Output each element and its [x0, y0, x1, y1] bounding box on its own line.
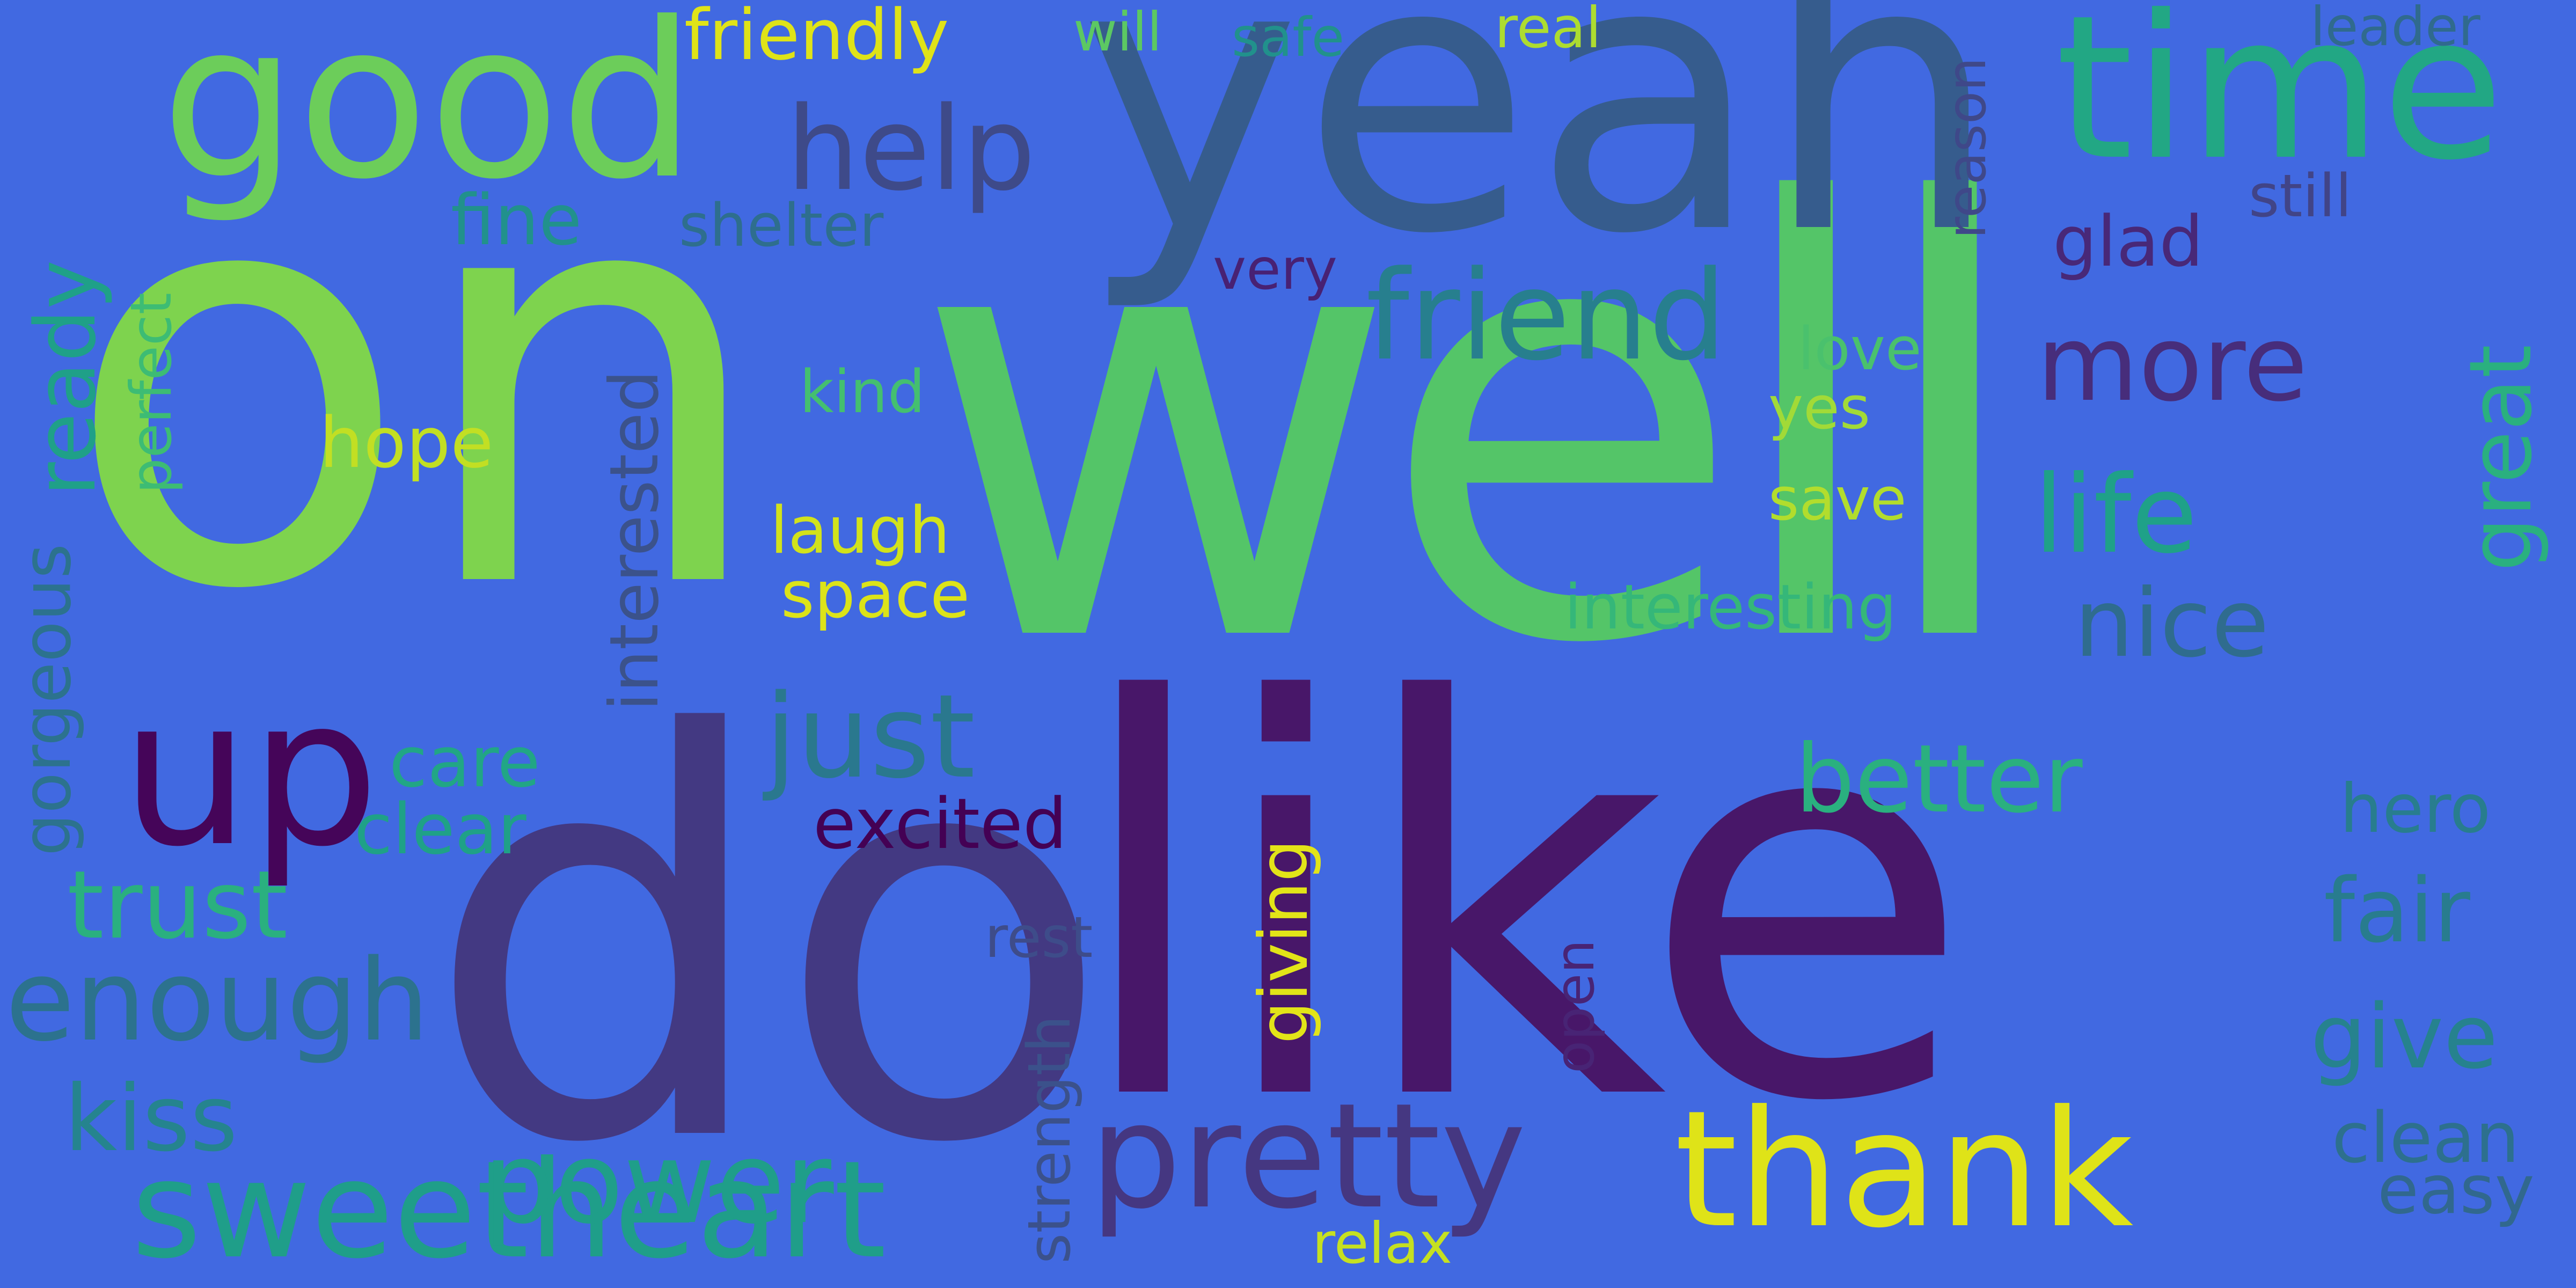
cloud-word: love	[1798, 314, 1922, 383]
cloud-word: open	[1543, 939, 1606, 1073]
cloud-word: yeah	[1079, 0, 2001, 316]
cloud-word: more	[2037, 303, 2308, 425]
cloud-word: friendly	[684, 0, 949, 76]
cloud-word: gorgeous	[8, 543, 86, 856]
cloud-word: excited	[813, 783, 1067, 865]
cloud-word: hope	[319, 402, 494, 484]
cloud-word: nice	[2074, 569, 2270, 678]
cloud-word: give	[2310, 985, 2498, 1088]
cloud-word: life	[2034, 452, 2198, 577]
cloud-word: do	[424, 620, 1113, 1263]
cloud-word: real	[1495, 0, 1601, 61]
cloud-word: like	[1068, 589, 1973, 1220]
cloud-word: help	[786, 82, 1036, 216]
cloud-word: glad	[2053, 201, 2204, 282]
cloud-word: strength	[1015, 1015, 1084, 1264]
cloud-word: hero	[2340, 770, 2491, 848]
cloud-word: on	[63, 51, 772, 713]
cloud-word: well	[912, 80, 2033, 773]
cloud-word: interested	[596, 370, 674, 711]
cloud-word: thank	[1674, 1076, 2134, 1263]
cloud-word: ready	[17, 260, 114, 496]
cloud-word: kiss	[64, 1066, 238, 1172]
cloud-word: fine	[451, 179, 582, 261]
cloud-word: yes	[1768, 374, 1871, 442]
cloud-word: clear	[354, 788, 526, 870]
cloud-word: up	[121, 654, 380, 891]
cloud-word: save	[1768, 465, 1907, 533]
cloud-word: sweetheart	[131, 1132, 887, 1288]
cloud-word: still	[2249, 162, 2352, 230]
cloud-word: very	[1213, 237, 1338, 302]
cloud-word: friend	[1366, 245, 1727, 388]
cloud-word: time	[2055, 0, 2504, 204]
cloud-word: kind	[800, 357, 925, 426]
cloud-word: good	[161, 0, 697, 226]
cloud-word: perfect	[119, 292, 184, 494]
cloud-word: shelter	[679, 191, 884, 260]
cloud-word: space	[781, 558, 970, 633]
cloud-word: safe	[1232, 6, 1345, 69]
cloud-word: great	[2450, 344, 2551, 572]
cloud-word: laugh	[770, 494, 950, 568]
cloud-word: enough	[5, 935, 430, 1066]
cloud-word: easy	[2377, 1151, 2535, 1229]
cloud-word: power	[483, 1117, 832, 1249]
cloud-word: interesting	[1564, 572, 1897, 643]
cloud-word: rest	[985, 905, 1093, 970]
cloud-word: care	[389, 721, 540, 803]
cloud-word: giving	[1245, 839, 1323, 1044]
cloud-word: leader	[2310, 0, 2480, 58]
cloud-word: just	[765, 669, 976, 804]
cloud-word: clean	[2332, 1097, 2520, 1179]
cloud-word: relax	[1312, 1211, 1453, 1276]
cloud-word: fair	[2324, 859, 2470, 962]
cloud-word: reason	[1935, 57, 1998, 239]
cloud-word: better	[1795, 725, 2083, 834]
cloud-word: will	[1073, 1, 1162, 63]
cloud-word: trust	[67, 851, 288, 960]
cloud-word: pretty	[1089, 1072, 1527, 1241]
